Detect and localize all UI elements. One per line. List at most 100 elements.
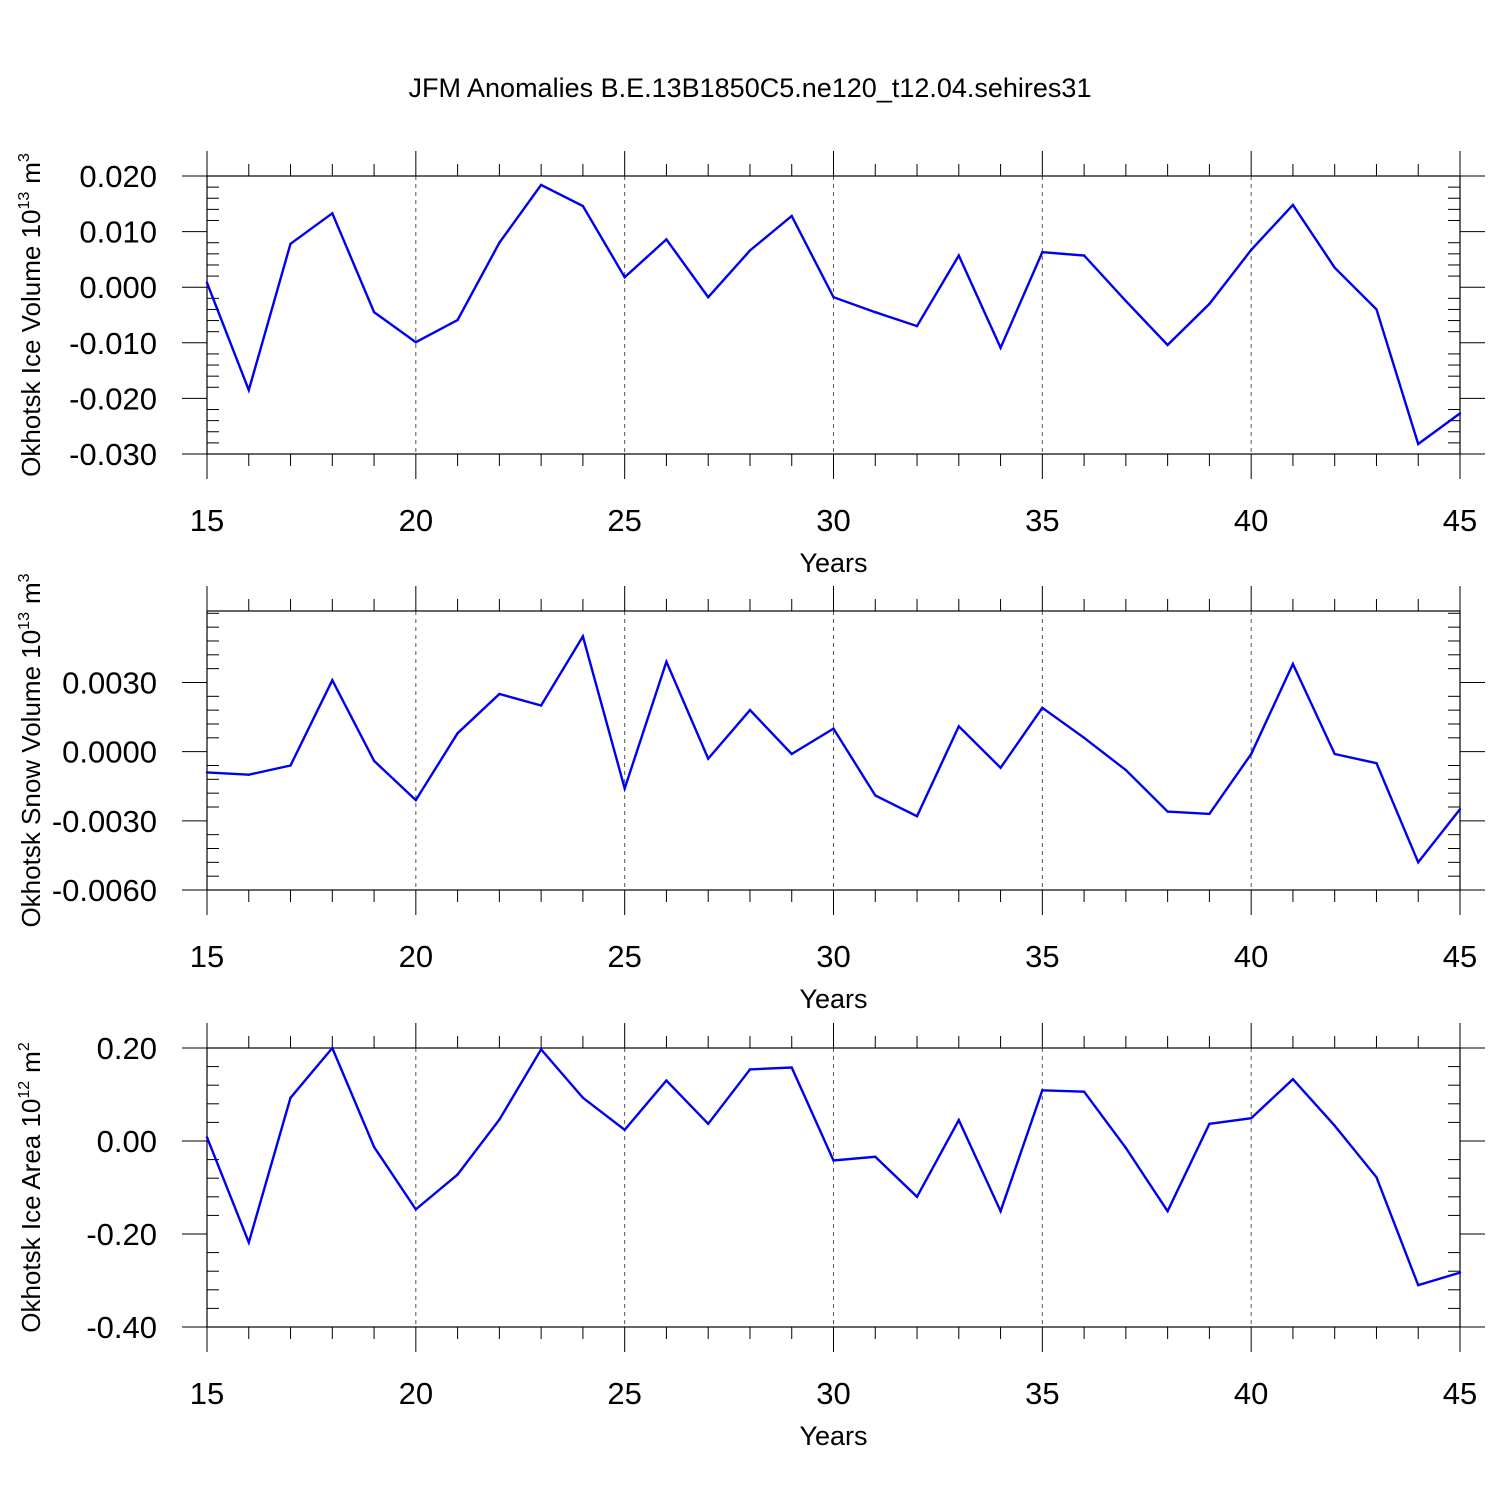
data-point [1208,1122,1211,1125]
data-point [623,275,626,279]
data-point [498,241,501,244]
data-point [247,773,250,776]
data-point [1208,302,1211,306]
data-point [1166,1210,1169,1213]
data-point [790,1066,793,1069]
data-point [707,757,710,760]
data-point [539,183,543,187]
data-point [665,238,668,241]
data-point [205,281,209,284]
data-point [1417,861,1420,864]
data-point [1375,761,1378,765]
data-point [247,388,250,392]
y-axis-label-text: Okhotsk Snow Volume 10 [16,630,46,928]
data-point [915,1195,919,1199]
data-point [1166,343,1169,347]
y-tick-label: -0.020 [69,381,157,416]
y-axis-label: Okhotsk Snow Volume 1013 m3 [16,573,46,927]
data-point [999,346,1002,350]
data-point [874,311,877,314]
data-point [414,798,418,802]
figure-title: JFM Anomalies B.E.13B1850C5.ne120_t12.04… [408,73,1092,103]
x-tick-label: 45 [1443,1376,1477,1411]
data-point [289,1096,292,1099]
y-axis-label-text: Okhotsk Ice Volume 10 [16,210,46,477]
data-point [748,1068,752,1071]
x-tick-label: 25 [607,1376,641,1411]
data-point [790,214,793,218]
x-tick-label: 40 [1234,1376,1268,1411]
data-point [456,732,459,735]
data-point [1249,248,1253,252]
data-point [707,1122,710,1125]
y-axis-label-unit: m [16,582,46,604]
y-tick-label: -0.010 [69,326,157,361]
data-point [1458,808,1462,811]
y-tick-label: -0.20 [86,1217,157,1252]
y-axis-label-exponent: 13 [16,612,33,630]
data-point [957,254,960,257]
data-point [1291,1077,1295,1081]
data-point [205,1136,209,1139]
data-point [623,1128,626,1132]
data-point [247,1241,250,1244]
x-tick-label: 15 [190,503,224,538]
x-tick-label: 30 [816,939,850,974]
data-point [999,766,1002,769]
data-point [1041,1089,1044,1092]
x-tick-label: 20 [399,939,433,974]
data-point [1124,1146,1128,1150]
data-point [790,752,793,756]
data-point [1041,706,1044,710]
data-point [414,1208,418,1211]
y-tick-label: 0.000 [79,270,157,305]
y-axis-label: Okhotsk Ice Area 1012 m2 [16,1042,46,1333]
data-point [957,725,960,728]
data-point [1082,736,1086,740]
x-tick-label: 25 [607,503,641,538]
y-tick-label: 0.020 [79,159,157,194]
data-point [1291,662,1295,666]
x-tick-label: 25 [607,939,641,974]
data-point [1166,810,1169,813]
x-tick-label: 15 [190,939,224,974]
data-point [1333,1124,1336,1127]
data-point [957,1118,960,1122]
x-tick-label: 35 [1025,503,1059,538]
y-tick-label: 0.0030 [62,665,157,700]
y-axis-label: Okhotsk Ice Volume 1013 m3 [16,153,46,477]
data-point [1082,254,1086,257]
data-point [1417,442,1420,446]
data-point [1333,752,1336,756]
data-point [623,787,626,790]
data-point [331,678,334,682]
data-point [748,708,752,712]
y-tick-label: -0.030 [69,437,157,472]
data-point [456,318,459,322]
data-point [289,242,292,246]
data-point [707,296,710,299]
data-point [498,692,501,696]
chart-panel-3: 15 20 25 30 35 40 45 0.20 0.00 -0.20 -0.40 Years Okh… [16,1023,1485,1451]
data-point [748,249,752,252]
x-tick-label: 40 [1234,503,1268,538]
data-point [289,764,292,767]
y-axis-label-exponent: 13 [16,192,33,210]
data-point [1458,1271,1462,1274]
data-point [999,1210,1002,1213]
x-tick-label: 35 [1025,939,1059,974]
data-point [832,727,835,730]
y-tick-label: 0.010 [79,215,157,250]
data-point [1333,266,1336,269]
x-tick-label: 35 [1025,1376,1059,1411]
data-point [832,296,835,299]
data-point [1041,250,1044,254]
y-axis-label-unit: m [16,162,46,184]
chart-panel-1: 15 20 25 30 35 40 45 0.020 0.010 0.000 -0.010 -0.02… [16,151,1485,578]
data-point [915,324,919,328]
data-point [1249,1117,1253,1120]
data-point [1458,412,1462,415]
data-point [331,1046,334,1050]
